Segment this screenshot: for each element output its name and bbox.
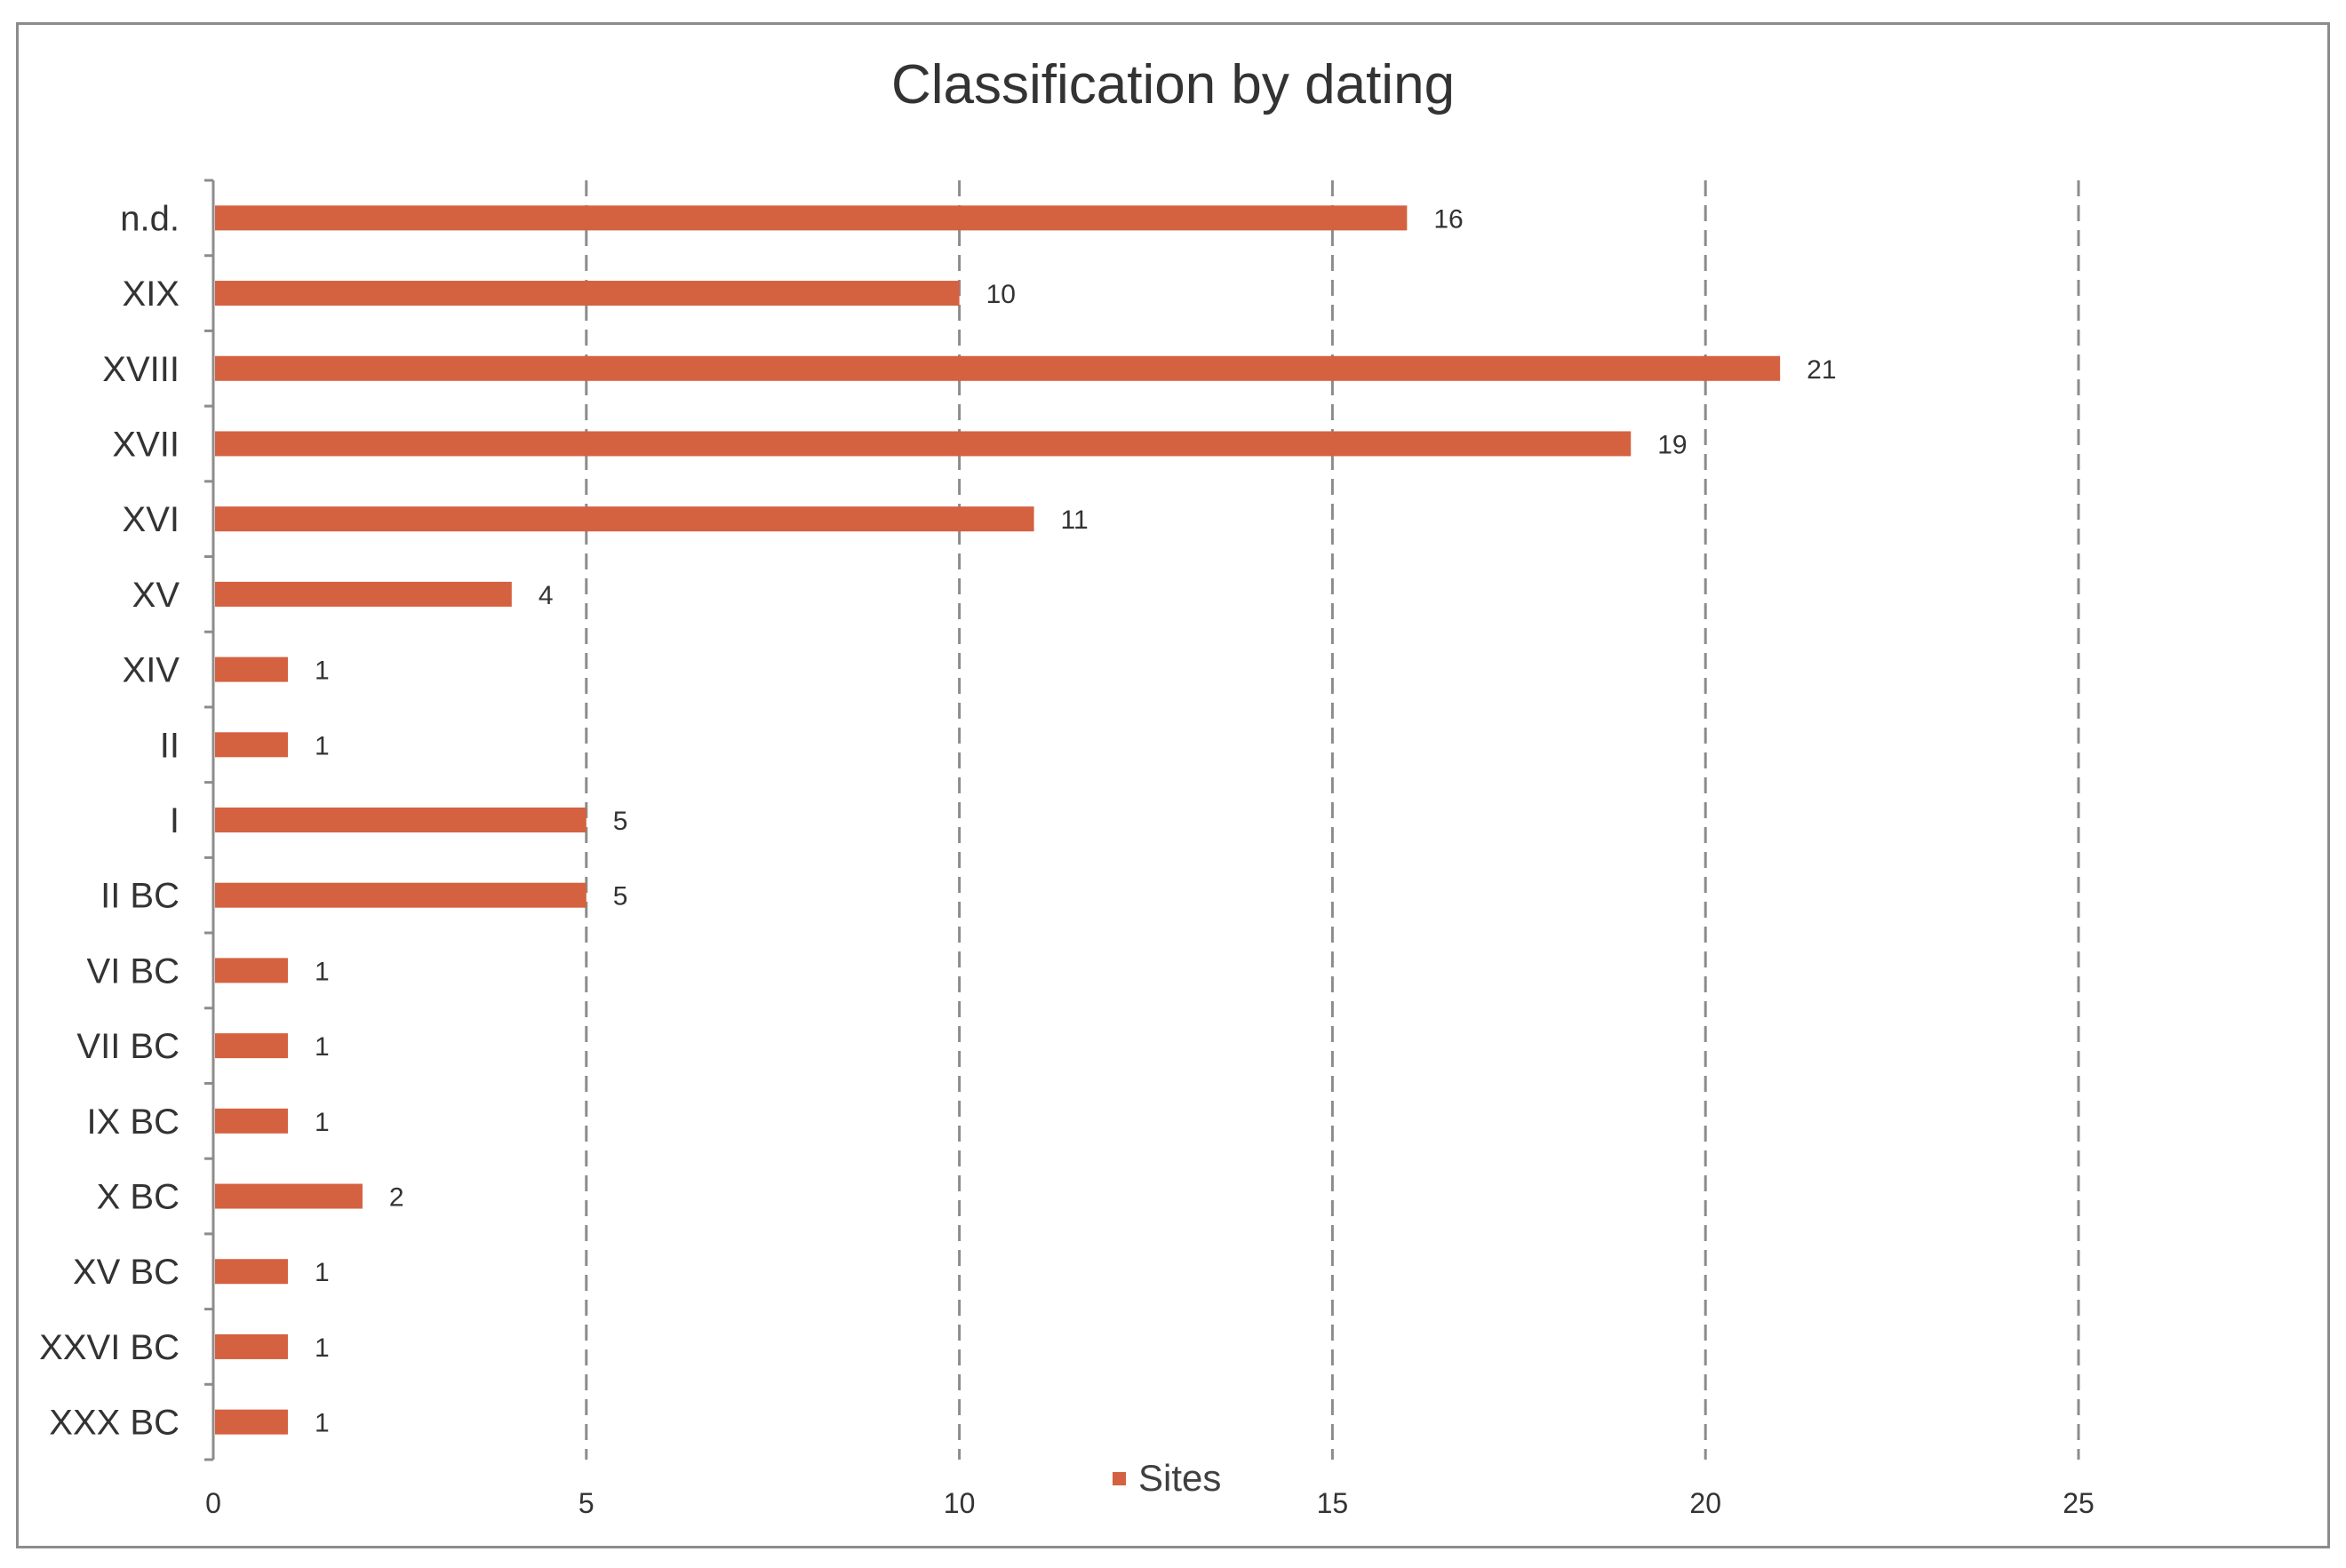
data-label: 1: [315, 1108, 330, 1137]
data-label: 1: [315, 1032, 330, 1062]
bar: [215, 882, 586, 908]
data-label: 11: [1061, 505, 1089, 535]
x-tick-label: 0: [205, 1487, 221, 1519]
category-label: n.d.: [120, 199, 180, 238]
data-label: 10: [986, 280, 1016, 309]
bar: [215, 1183, 363, 1209]
category-label: XV: [132, 576, 180, 615]
data-label: 5: [613, 807, 628, 836]
bar: [215, 958, 288, 983]
x-tick-label: 20: [1689, 1487, 1721, 1519]
data-label: 21: [1807, 355, 1836, 385]
data-label: 19: [1657, 430, 1687, 459]
bar: [215, 355, 1781, 381]
category-label: IX BC: [87, 1102, 180, 1142]
category-label: VI BC: [87, 951, 180, 991]
x-tick-label: 5: [579, 1487, 594, 1519]
x-tick-label: 15: [1317, 1487, 1349, 1519]
data-label: 1: [315, 1333, 330, 1363]
data-label: 16: [1433, 204, 1463, 234]
bar: [215, 657, 288, 682]
bar: [215, 1108, 288, 1134]
bar: [215, 808, 586, 832]
bar: [215, 732, 288, 758]
category-label: XXX BC: [49, 1404, 180, 1443]
data-label: 1: [315, 1409, 330, 1438]
category-label: XIX: [123, 275, 180, 314]
bar: [215, 281, 960, 306]
chart-title: Classification by dating: [890, 54, 1456, 115]
grid-lines: [585, 180, 2080, 1460]
category-label: XXVI BC: [39, 1328, 180, 1367]
bar: [215, 1333, 288, 1359]
legend-swatch: [1113, 1471, 1126, 1485]
category-label: XVII: [112, 425, 180, 464]
bar: [215, 205, 1408, 231]
bars: [215, 205, 1781, 1435]
bar: [215, 1259, 288, 1285]
legend-label-sites: Sites: [1138, 1457, 1222, 1499]
legend: Sites: [1113, 1457, 1221, 1500]
bar: [215, 431, 1632, 457]
category-label: XVIII: [102, 350, 180, 389]
chart-frame: [16, 22, 2330, 1548]
x-tick-label: 10: [944, 1487, 976, 1519]
axes: [204, 179, 215, 1461]
category-label: I: [170, 801, 180, 840]
category-label: X BC: [97, 1178, 180, 1217]
x-tick-label: 25: [2063, 1487, 2095, 1519]
bar: [215, 581, 512, 607]
data-label: 4: [539, 581, 554, 610]
category-label: II BC: [100, 877, 180, 916]
category-label: II: [160, 726, 180, 765]
data-label: 1: [315, 957, 330, 986]
category-label: XIV: [123, 651, 180, 690]
category-label: XV BC: [73, 1253, 180, 1292]
category-label: XVI: [123, 500, 180, 539]
data-label: 5: [613, 882, 628, 911]
bar: [215, 1409, 288, 1435]
bar: [215, 1033, 288, 1059]
data-label: 1: [315, 1258, 330, 1287]
data-label: 1: [315, 657, 330, 686]
bar: [215, 506, 1034, 532]
data-label: 2: [389, 1183, 404, 1213]
category-label: VII BC: [76, 1027, 180, 1066]
data-label: 1: [315, 731, 330, 760]
